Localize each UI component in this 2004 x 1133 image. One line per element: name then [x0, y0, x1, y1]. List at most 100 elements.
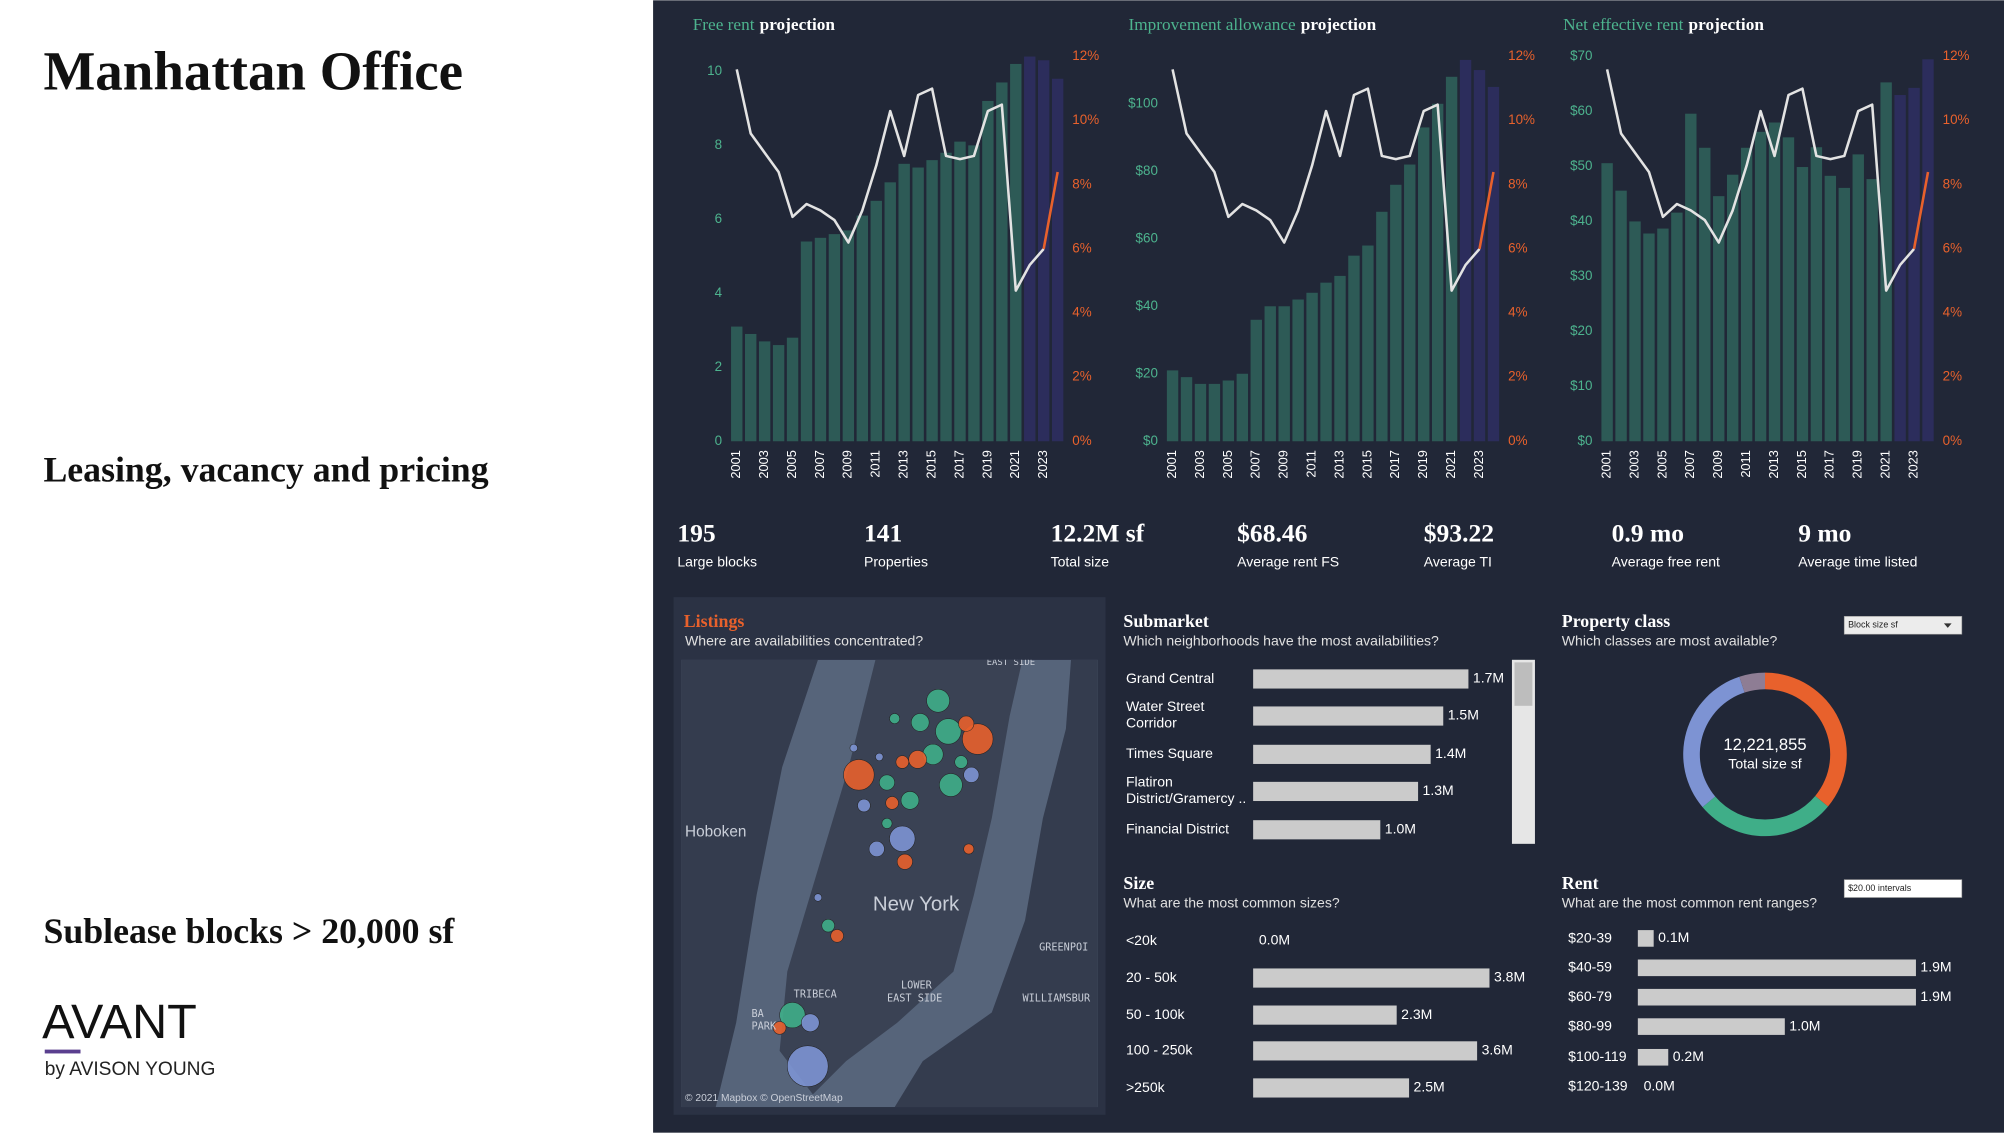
- map-label: EAST SIDE: [887, 993, 942, 1004]
- category-label: Financial District: [1125, 821, 1230, 837]
- bar: [1685, 113, 1697, 442]
- chart-subtitle: What are the most common sizes?: [1123, 895, 1339, 911]
- chart-title: Net effective rent projection: [1563, 15, 1764, 34]
- x-tick-label: 2007: [812, 450, 827, 478]
- y-tick-label: 4: [715, 285, 723, 300]
- interval-input[interactable]: [1843, 879, 1963, 898]
- bar: [856, 215, 869, 442]
- bar: [1166, 370, 1179, 442]
- bar: [1810, 147, 1823, 442]
- x-tick-label: 2001: [1164, 450, 1179, 478]
- category-label: Times Square: [1126, 746, 1213, 761]
- map-land: [681, 659, 818, 1108]
- bar: [1253, 1005, 1397, 1025]
- bar: [772, 345, 785, 442]
- bar: [1643, 233, 1655, 442]
- interval-value[interactable]: $20.00 intervals: [1848, 883, 1912, 893]
- category-label: Flatiron District/Gramercy ..: [1126, 775, 1246, 807]
- y-tick-label: 6: [715, 211, 722, 226]
- donut-segment: [1683, 676, 1745, 808]
- bar: [1253, 744, 1431, 764]
- kpi-label: Average TI: [1424, 553, 1492, 569]
- x-tick-label: 2021: [1007, 450, 1022, 478]
- category-label-text: 50 - 100k: [1125, 1006, 1185, 1023]
- line: [1478, 171, 1495, 250]
- chart-title: Rent: [1562, 873, 1599, 893]
- category-label-text: $120-139: [1568, 1078, 1628, 1094]
- bar: [1459, 59, 1472, 442]
- bar: [1010, 63, 1022, 442]
- category-label-text: Financial District: [1125, 821, 1230, 837]
- map-label: WILLIAMSBUR: [1022, 993, 1091, 1004]
- category-label-text: 20 - 50k: [1125, 969, 1177, 986]
- map-label: New York: [873, 893, 960, 916]
- bar: [968, 145, 980, 442]
- listing-marker: [911, 713, 930, 732]
- bar: [758, 341, 771, 442]
- category-label: $20-39: [1568, 930, 1612, 945]
- category-label: Grand Central: [1126, 671, 1214, 686]
- chart-subtitle: Which neighborhoods have the most availa…: [1123, 633, 1439, 649]
- category-label-text: $100-119: [1568, 1048, 1627, 1065]
- brand-accent: [44, 1049, 81, 1054]
- chart-subtitle: Which classes are most available?: [1562, 633, 1778, 649]
- x-tick-label: 2011: [1738, 450, 1753, 477]
- y2-tick-label: 4%: [1072, 305, 1091, 320]
- x-tick-label: 2003: [1192, 450, 1207, 478]
- measure-dropdown[interactable]: [1843, 616, 1963, 635]
- kpi-value: 141: [864, 519, 902, 548]
- y-tick-label: $30: [1570, 268, 1592, 283]
- value-label: 1.3M: [1423, 782, 1454, 798]
- value-label: 1.9M: [1920, 959, 1951, 975]
- value-label: 3.8M: [1494, 969, 1525, 985]
- title-highlight: Free rent: [693, 15, 755, 34]
- page-title: Manhattan Office: [43, 41, 463, 102]
- y2-tick-label: 12%: [1943, 48, 1970, 63]
- listing-marker: [962, 723, 994, 755]
- bar: [1922, 59, 1934, 442]
- category-label-text: $40-59: [1568, 959, 1612, 975]
- chart-subtitle: What are the most common rent ranges?: [1562, 895, 1817, 911]
- bar: [1796, 167, 1809, 442]
- x-tick-label: 2001: [728, 450, 743, 478]
- y2-tick-label: 0%: [1508, 433, 1527, 448]
- bar: [1236, 373, 1249, 442]
- listing-marker: [900, 791, 920, 810]
- bar: [1866, 179, 1878, 442]
- bar: [1376, 211, 1388, 442]
- y-tick-label: $60: [1570, 103, 1592, 118]
- category-label: $80-99: [1568, 1018, 1612, 1033]
- scrollbar-thumb[interactable]: [1514, 662, 1533, 706]
- bar: [1306, 292, 1318, 442]
- bar: [800, 241, 813, 442]
- kpi-label: Average time listed: [1798, 553, 1917, 569]
- category-label: 20 - 50k: [1125, 969, 1177, 986]
- bar: [1473, 70, 1486, 442]
- bar: [828, 234, 841, 442]
- bar: [1362, 245, 1374, 442]
- y-tick-label: $60: [1136, 230, 1158, 245]
- listing-marker: [857, 798, 871, 813]
- value-label: 1.9M: [1920, 988, 1951, 1004]
- bar: [1334, 275, 1346, 442]
- map-label: PARK: [752, 1022, 777, 1033]
- value-label: 2.5M: [1414, 1079, 1445, 1095]
- kpi-label: Total size: [1051, 553, 1110, 569]
- listing-marker: [963, 843, 975, 855]
- kpi-value: 12.2M sf: [1051, 519, 1145, 548]
- dropdown-value[interactable]: Block size sf: [1848, 620, 1898, 630]
- x-tick-label: 2019: [979, 450, 994, 478]
- y-tick-label: $40: [1570, 213, 1592, 228]
- x-tick-label: 2023: [1905, 450, 1920, 478]
- line: [1171, 69, 1481, 292]
- value-label: 1.4M: [1435, 745, 1466, 761]
- map-label: GREENPOI: [1039, 942, 1088, 953]
- bar: [940, 152, 952, 442]
- dropdown-arrow[interactable]: [1943, 623, 1952, 628]
- kpi-label: Properties: [864, 553, 928, 569]
- y-tick-label: 2: [715, 359, 722, 374]
- bar: [1222, 380, 1235, 442]
- y-tick-label: $20: [1136, 365, 1158, 380]
- y2-tick-label: 12%: [1072, 48, 1099, 63]
